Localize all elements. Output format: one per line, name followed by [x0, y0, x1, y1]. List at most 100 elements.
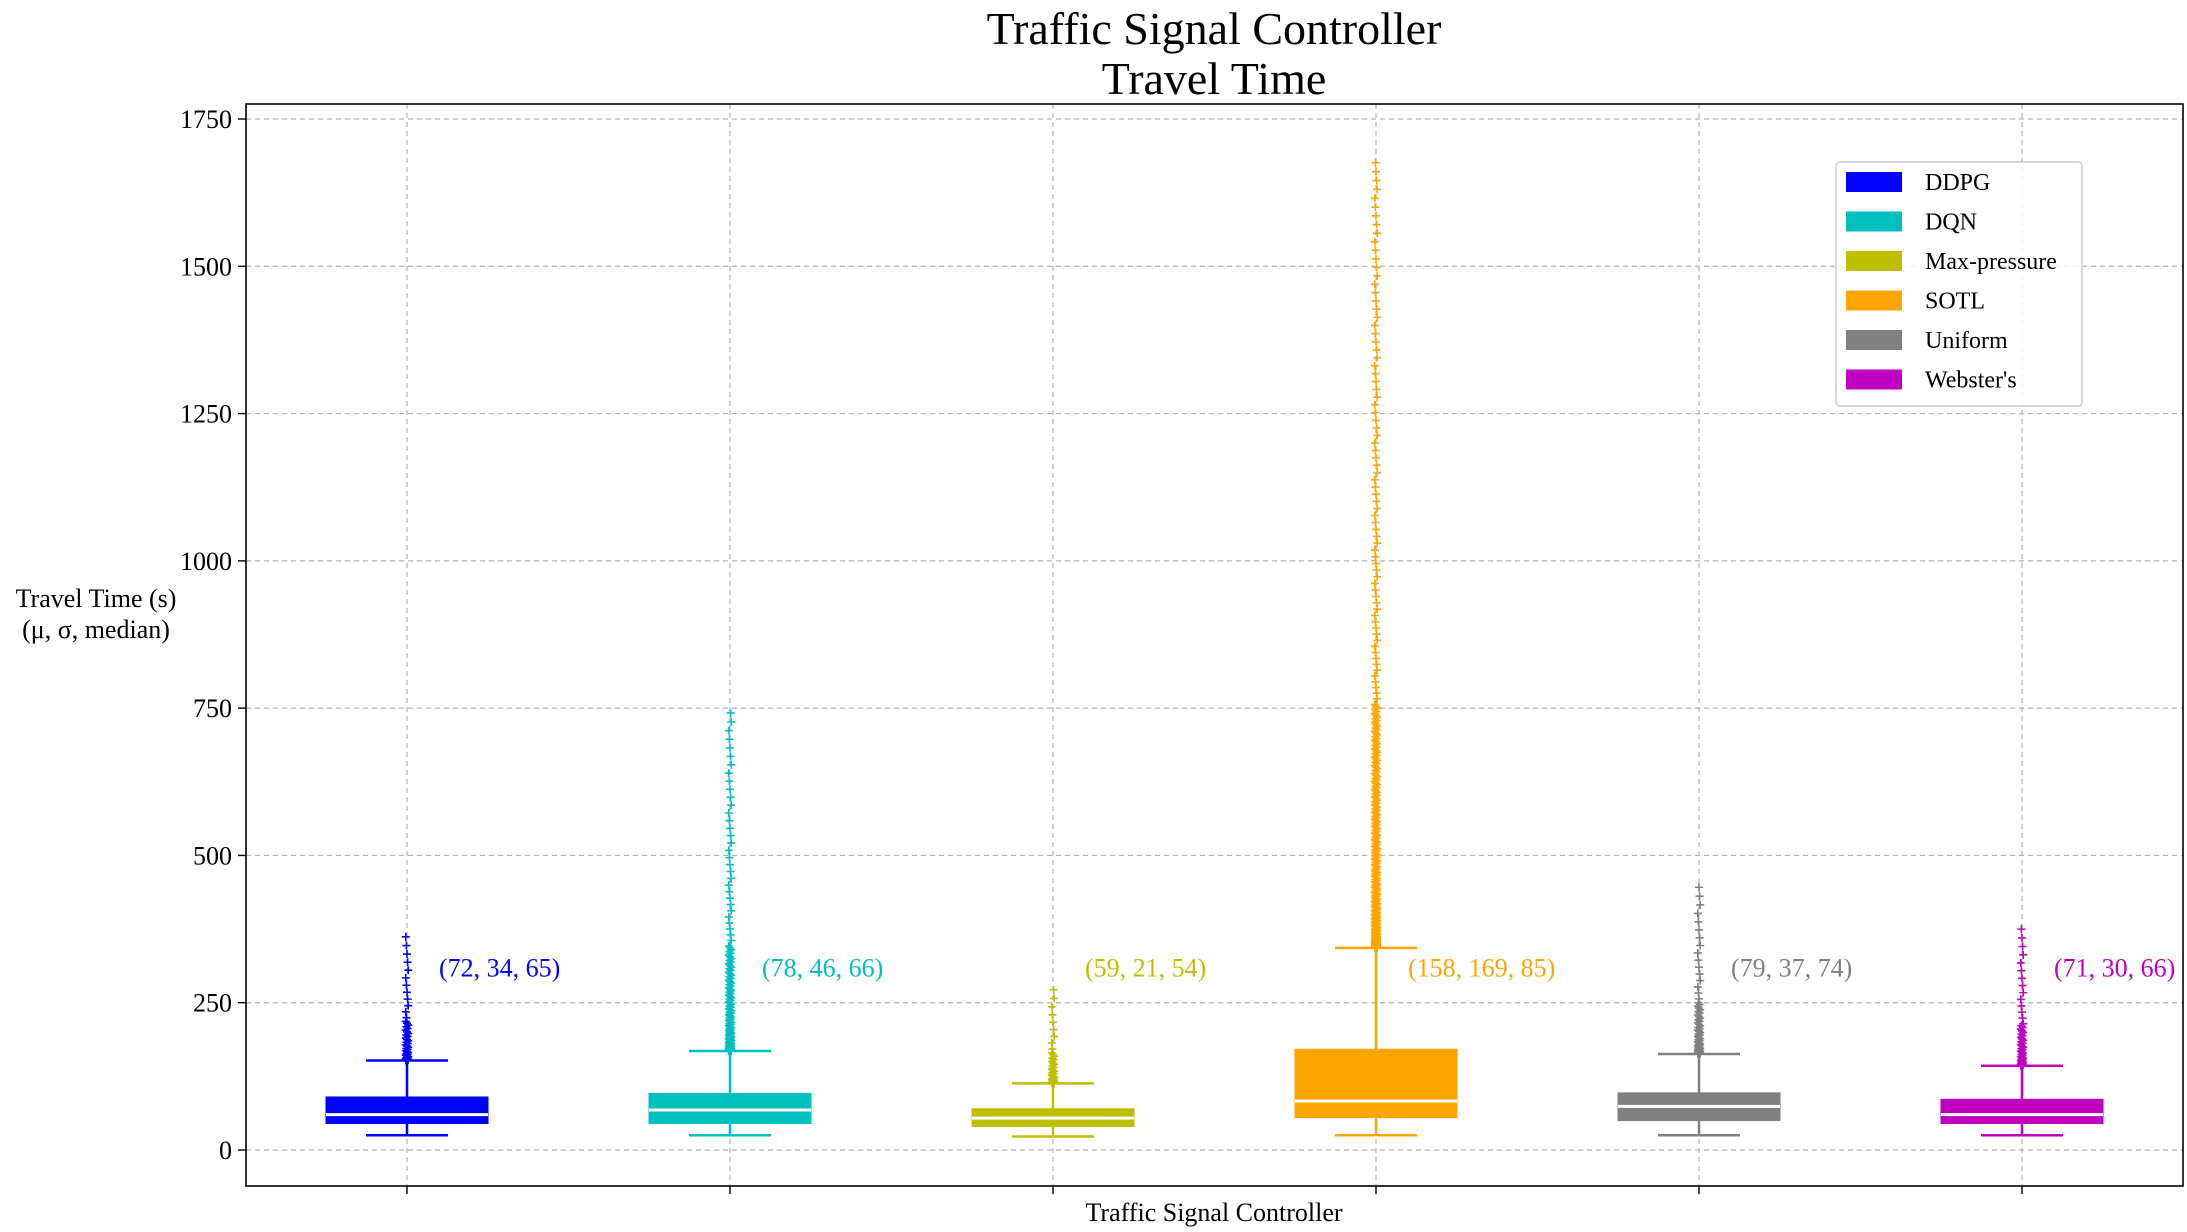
outlier-point	[2018, 974, 2026, 983]
outlier-point	[727, 839, 736, 848]
outlier-point	[1693, 909, 1702, 918]
outlier-point	[2016, 995, 2025, 1004]
box-sotl	[1294, 158, 1458, 1137]
outlier-point	[724, 769, 733, 778]
box-ddpg	[325, 932, 489, 1137]
legend-item: SOTL	[1846, 289, 1985, 315]
outlier-point	[726, 824, 734, 833]
outlier-point	[2018, 981, 2027, 990]
x-axis	[406, 1186, 2023, 1194]
outlier-point	[1373, 185, 1382, 194]
outlier-point	[725, 777, 734, 786]
outlier-point	[1372, 296, 1380, 305]
outlier-point	[1373, 468, 1382, 477]
outlier-point	[1371, 446, 1380, 455]
outlier-point	[727, 874, 736, 883]
outlier-point	[1370, 672, 1379, 681]
y-tick-label: 1500	[180, 252, 232, 281]
outlier-point	[2019, 988, 2028, 997]
outlier-point	[1695, 933, 1704, 942]
outlier-point	[1372, 532, 1381, 541]
legend-item: Uniform	[1846, 328, 2008, 354]
outlier-point	[1693, 948, 1702, 957]
legend-label: DQN	[1925, 210, 1977, 236]
outlier-point	[1372, 211, 1380, 220]
outlier-point	[1373, 353, 1382, 362]
outlier-point	[726, 708, 735, 717]
outlier-point	[1695, 963, 1703, 972]
legend-label: Webster's	[1925, 368, 2017, 394]
outlier-point	[1373, 431, 1382, 440]
y-tick-label: 250	[193, 989, 232, 1018]
outlier-points	[401, 932, 413, 1065]
box-uniform	[1617, 883, 1781, 1137]
y-tick-label: 1250	[180, 400, 232, 429]
y-axis-label-line2: (μ, σ, median)	[22, 615, 170, 644]
outlier-point	[1372, 377, 1380, 386]
outlier-point	[724, 846, 733, 855]
outlier-point	[1050, 994, 1059, 1003]
outlier-point	[726, 743, 734, 752]
stat-label: (79, 37, 74)	[1731, 953, 1852, 982]
outlier-point	[404, 966, 413, 975]
legend-swatch	[1846, 172, 1902, 192]
outlier-point	[1372, 176, 1381, 185]
outlier-point	[1372, 497, 1381, 506]
stat-label: (72, 34, 65)	[439, 953, 560, 982]
outlier-point	[1695, 925, 1703, 934]
legend: DDPG DQN Max-pressure SOTL Uniform Webster's	[1835, 161, 2083, 407]
outlier-point	[1373, 393, 1382, 402]
legend-item: DDPG	[1846, 170, 1990, 196]
outlier-point	[1372, 385, 1381, 394]
outlier-point	[1370, 400, 1379, 409]
outlier-point	[727, 801, 736, 810]
y-tick-label: 750	[193, 694, 232, 723]
legend-label: SOTL	[1925, 289, 1985, 315]
legend-swatch	[1846, 211, 1902, 232]
outlier-point	[1694, 956, 1703, 965]
legend-item: Webster's	[1846, 368, 2017, 394]
outlier-point	[727, 760, 736, 769]
outlier-point	[1049, 1018, 1057, 1027]
box-dqn	[648, 708, 812, 1137]
box-webster-s	[1940, 925, 2104, 1137]
outlier-point	[726, 860, 734, 869]
box-max-pressure	[971, 985, 1135, 1138]
outlier-point	[2017, 1021, 2026, 1030]
outlier-point	[1372, 220, 1381, 229]
outlier-point	[401, 973, 410, 982]
outlier-point	[402, 941, 411, 950]
outlier-point	[1371, 203, 1380, 212]
outlier-point	[1372, 167, 1380, 176]
outlier-point	[1370, 546, 1379, 555]
outlier-point	[1372, 461, 1381, 470]
outlier-point	[403, 988, 411, 997]
outlier-point	[402, 981, 411, 990]
y-tick-label: 1750	[180, 105, 232, 134]
outlier-point	[1370, 321, 1379, 330]
outlier-point	[1047, 1002, 1056, 1011]
outlier-point	[1373, 271, 1382, 280]
outlier-point	[1371, 288, 1380, 297]
outlier-point	[726, 785, 734, 794]
outlier-point	[724, 912, 733, 921]
outlier-point	[1371, 369, 1380, 378]
outlier-point	[1050, 1032, 1059, 1041]
y-axis-label-line1: Travel Time (s)	[16, 584, 177, 613]
outlier-point	[1370, 237, 1379, 246]
outlier-point	[1370, 280, 1379, 289]
legend-label: Max-pressure	[1925, 249, 2057, 275]
stat-label: (158, 169, 85)	[1408, 953, 1555, 982]
outlier-point	[1370, 475, 1379, 484]
legend-swatch	[1846, 330, 1902, 350]
outlier-point	[1372, 263, 1381, 272]
outlier-point	[1372, 423, 1381, 432]
outlier-point	[1372, 525, 1380, 534]
outlier-point	[1695, 892, 1704, 901]
outlier-point	[726, 793, 735, 802]
outlier-point	[1696, 900, 1705, 909]
legend-item: DQN	[1846, 210, 1977, 236]
outlier-point	[1372, 453, 1380, 462]
legend-label: DDPG	[1925, 170, 1990, 196]
